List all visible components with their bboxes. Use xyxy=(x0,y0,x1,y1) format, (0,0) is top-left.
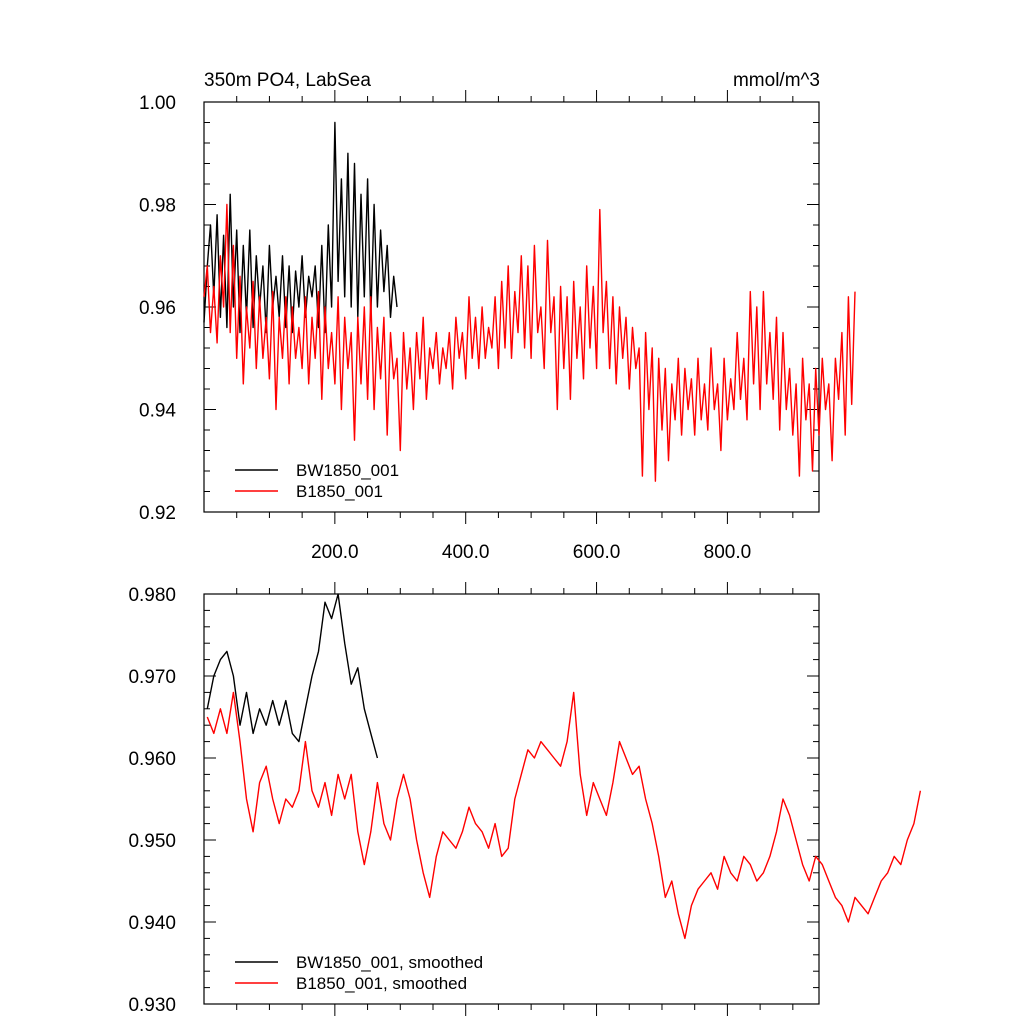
x-tick-label: 600.0 xyxy=(573,542,621,563)
bottom-series-group xyxy=(206,593,922,940)
legend-label-b1850-smoothed: B1850_001, smoothed xyxy=(296,974,467,993)
x-tick-label: 800.0 xyxy=(704,542,752,563)
top-legend: BW1850_001 B1850_001 xyxy=(235,461,399,501)
y-tick-label: 0.950 xyxy=(128,831,176,852)
top-panel: 350m PO4, LabSea mmol/m^3 0.920.940.960.… xyxy=(139,70,856,563)
y-tick-label: 0.96 xyxy=(139,298,176,319)
series-line-b1850-001 xyxy=(203,203,856,482)
y-tick-label: 0.960 xyxy=(128,749,176,770)
x-tick-label: 400.0 xyxy=(442,542,490,563)
legend-label-b1850: B1850_001 xyxy=(296,482,383,501)
series-line-bw1850-001-smoothed xyxy=(206,593,379,759)
top-panel-units: mmol/m^3 xyxy=(733,70,820,91)
legend-label-bw1850-smoothed: BW1850_001, smoothed xyxy=(296,953,483,972)
x-tick-label: 200.0 xyxy=(311,542,359,563)
top-series-group xyxy=(203,121,856,482)
bottom-plot-frame xyxy=(203,593,820,1005)
y-tick-label: 0.940 xyxy=(128,913,176,934)
bottom-axis-ticks: 0.930 0.940 0.950 0.960 0.970 0.980 xyxy=(128,582,819,1016)
y-tick-label: 0.92 xyxy=(139,503,176,524)
y-tick-label: 0.98 xyxy=(139,196,176,217)
y-tick-label: 0.980 xyxy=(128,585,176,606)
bottom-legend: BW1850_001, smoothed B1850_001, smoothed xyxy=(235,953,483,993)
y-tick-label: 0.930 xyxy=(128,995,176,1016)
y-tick-label: 0.970 xyxy=(128,667,176,688)
series-line-b1850-001-smoothed xyxy=(206,691,922,940)
series-line-bw1850-001 xyxy=(203,121,398,334)
y-tick-label: 1.00 xyxy=(139,93,176,114)
y-tick-label: 0.94 xyxy=(139,401,176,422)
legend-label-bw1850: BW1850_001 xyxy=(296,461,399,480)
bottom-panel: 0.930 0.940 0.950 0.960 0.970 0.980 BW1850_00… xyxy=(128,582,922,1016)
top-plot-frame xyxy=(203,101,820,513)
top-axis-ticks: 0.92 0.94 0.96 0.98 1.00 200.0 400.0 600.0 800.0 xyxy=(139,90,819,563)
top-panel-title: 350m PO4, LabSea xyxy=(204,70,371,91)
